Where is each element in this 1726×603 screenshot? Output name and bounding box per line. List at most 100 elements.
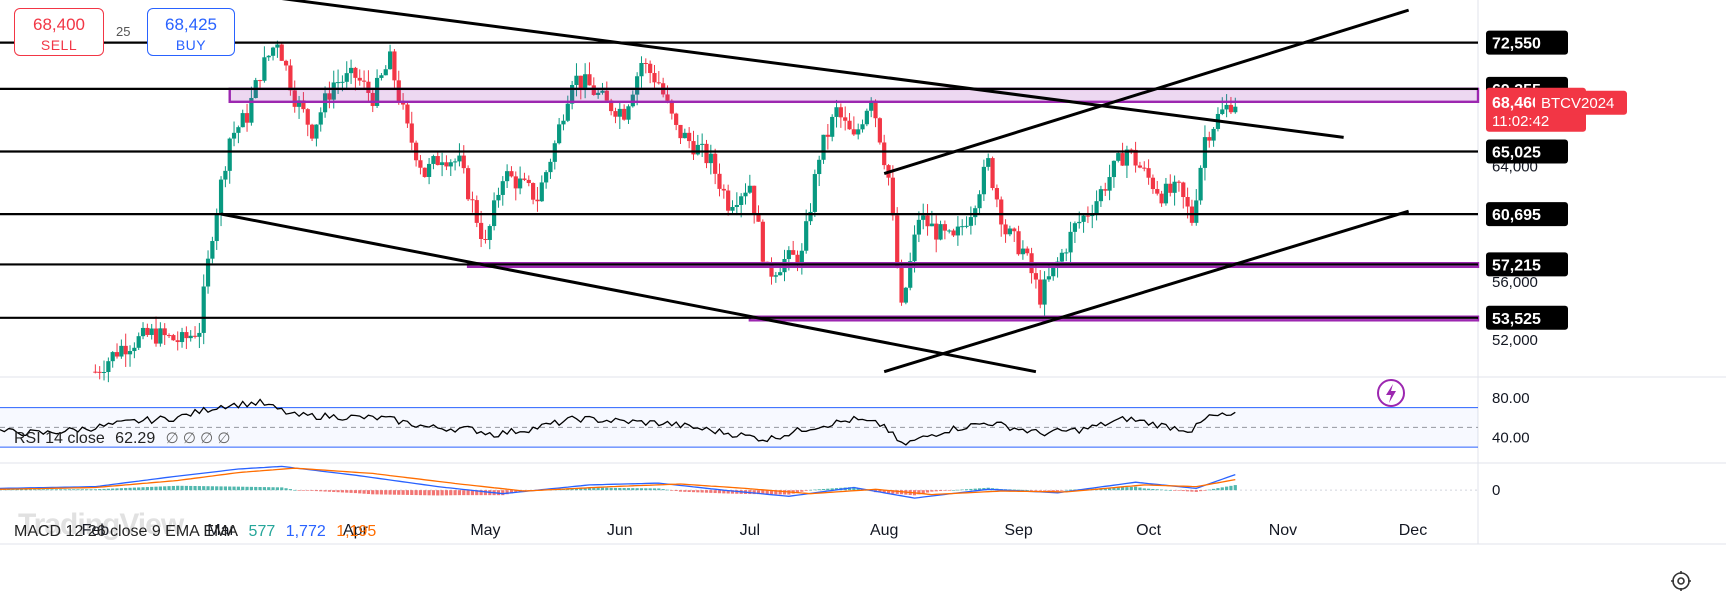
candle-body xyxy=(691,141,696,155)
candle-body xyxy=(548,161,553,173)
candle-body xyxy=(1020,248,1025,255)
chart-settings-gear-icon[interactable] xyxy=(1668,568,1694,594)
macd-histogram-bar xyxy=(85,489,89,491)
candle-body xyxy=(570,84,575,104)
macd-histogram-bar xyxy=(410,490,414,495)
candle-body xyxy=(912,234,917,262)
candle-body xyxy=(1081,215,1086,222)
candle-body xyxy=(1133,149,1138,166)
macd-histogram-bar xyxy=(267,487,271,491)
macd-histogram-bar xyxy=(254,486,258,491)
candle-body xyxy=(249,97,254,123)
candle-body xyxy=(257,80,263,82)
macd-histogram-bar xyxy=(37,489,41,491)
macd-histogram-bar xyxy=(626,488,631,491)
trend-line xyxy=(883,8,1410,175)
candle-body xyxy=(136,336,141,348)
macd-histogram-bar xyxy=(20,489,24,491)
macd-histogram-bar xyxy=(128,487,132,491)
macd-histogram-bar xyxy=(826,488,830,491)
candle-body xyxy=(344,73,349,82)
candle-body xyxy=(218,179,224,214)
buy-button[interactable]: 68,425 BUY xyxy=(147,8,235,56)
macd-histogram-bar xyxy=(657,488,661,491)
macd-histogram-bar xyxy=(1164,489,1168,491)
macd-histogram-bar xyxy=(1186,490,1190,492)
time-axis-tick-label: Dec xyxy=(1399,522,1427,539)
macd-histogram-bar xyxy=(15,489,19,491)
macd-histogram-bar xyxy=(124,487,128,491)
macd-histogram-bar xyxy=(891,490,895,494)
macd-histogram-bar xyxy=(613,487,618,491)
candle-body xyxy=(166,335,172,337)
macd-histogram-bar xyxy=(661,489,665,491)
rsi-hidden-glyphs: ∅ ∅ ∅ ∅ xyxy=(165,430,231,447)
candle-body xyxy=(110,352,115,362)
macd-histogram-bar xyxy=(232,486,236,491)
macd-histogram-bar xyxy=(145,487,149,491)
macd-histogram-bar xyxy=(176,485,180,491)
candle-body xyxy=(1228,104,1234,113)
macd-histogram-bar xyxy=(340,490,345,493)
candle-body xyxy=(1185,197,1190,207)
candle-body xyxy=(925,215,930,227)
candle-body xyxy=(1098,189,1104,202)
candle-body xyxy=(752,185,757,214)
candle-body xyxy=(500,181,505,195)
macd-histogram-bar xyxy=(1142,488,1146,491)
candle-body xyxy=(1003,224,1008,235)
macd-histogram-bar xyxy=(137,487,141,491)
trend-line xyxy=(281,0,1344,139)
rsi-legend[interactable]: RSI 14 close 62.29 ∅ ∅ ∅ ∅ xyxy=(14,429,236,448)
candle-body xyxy=(713,153,718,174)
sell-button[interactable]: 68,400 SELL xyxy=(14,8,104,56)
candle-body xyxy=(531,183,536,200)
macd-histogram-bar xyxy=(28,489,32,491)
candle-body xyxy=(1103,189,1108,191)
macd-histogram-bar xyxy=(72,489,76,491)
macd-axis-tick-label: 0 xyxy=(1492,482,1500,499)
candle-body xyxy=(834,107,839,117)
macd-histogram-bar xyxy=(1138,487,1142,491)
candle-body xyxy=(1129,149,1134,151)
candle-body xyxy=(795,254,800,265)
candle-body xyxy=(448,162,453,167)
candle-body xyxy=(730,206,735,211)
rsi-name: RSI 14 close xyxy=(14,430,105,447)
macd-histogram-bar xyxy=(132,487,136,491)
macd-histogram-bar xyxy=(384,490,388,495)
candle-body xyxy=(1124,149,1130,166)
candle-body xyxy=(214,213,219,242)
candle-body xyxy=(583,74,588,89)
candle-body xyxy=(1016,231,1021,255)
candle-body xyxy=(205,258,211,287)
macd-histogram-bar xyxy=(11,489,15,491)
macd-histogram-bar xyxy=(223,486,227,491)
macd-histogram-bar xyxy=(618,487,622,491)
candle-body xyxy=(1007,228,1012,235)
macd-histogram-bar xyxy=(1073,489,1077,491)
candle-body xyxy=(990,158,995,189)
candle-body xyxy=(916,219,921,235)
macd-histogram-bar xyxy=(622,488,626,491)
macd-histogram-bar xyxy=(514,490,518,493)
candle-body xyxy=(127,351,133,355)
macd-histogram-bar xyxy=(1168,490,1172,491)
macd-legend[interactable]: MACD 12 26 close 9 EMA EMA 577 1,772 1,1… xyxy=(14,523,382,541)
candle-body xyxy=(1159,193,1164,204)
candle-body xyxy=(409,123,414,143)
candle-body xyxy=(348,67,354,74)
candle-body xyxy=(1068,231,1073,253)
candle-body xyxy=(591,85,596,95)
macd-histogram-bar xyxy=(197,486,201,491)
macd-histogram-bar xyxy=(930,490,934,492)
macd-histogram-bar xyxy=(98,489,102,491)
macd-histogram-bar xyxy=(444,490,449,496)
macd-histogram-bar xyxy=(154,486,158,491)
macd-histogram-bar xyxy=(652,488,657,491)
candle-body xyxy=(600,90,605,93)
macd-histogram-bar xyxy=(414,490,418,496)
candle-body xyxy=(1233,106,1238,113)
